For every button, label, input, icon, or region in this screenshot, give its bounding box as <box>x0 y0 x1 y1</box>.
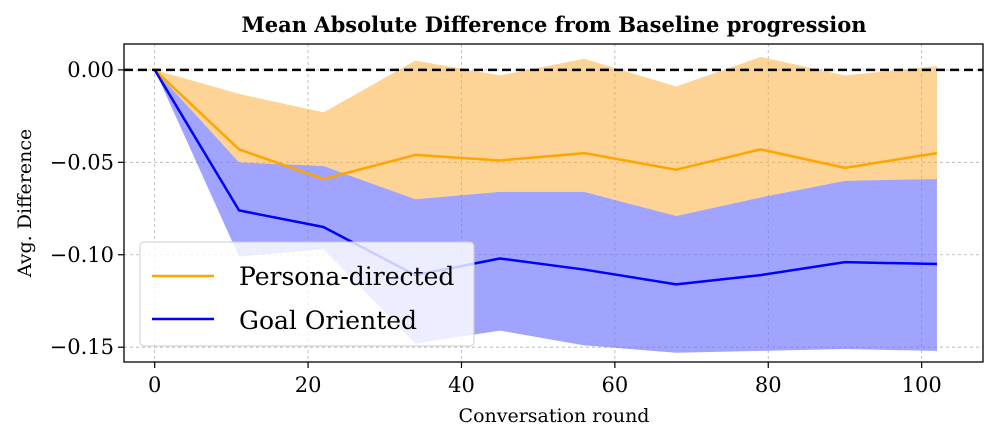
x-axis-ticks: 0 20 40 60 80 100 <box>148 362 942 397</box>
chart-title: Mean Absolute Difference from Baseline p… <box>242 12 867 37</box>
band-persona-directed <box>154 56 937 216</box>
legend-label-persona-directed: Persona-directed <box>239 262 454 291</box>
confidence-bands <box>154 56 937 353</box>
x-axis-label: Conversation round <box>459 405 650 427</box>
legend-box <box>139 241 475 347</box>
legend-label-goal-oriented: Goal Oriented <box>239 306 417 335</box>
x-tick-label-5: 100 <box>902 373 942 397</box>
band-goal-oriented <box>154 69 937 353</box>
x-tick-label-3: 60 <box>601 373 628 397</box>
y-tick-label-0: 0.00 <box>67 58 114 82</box>
y-tick-label-3: −0.15 <box>50 335 114 359</box>
legend: Persona-directed Goal Oriented <box>139 241 475 347</box>
y-tick-label-2: −0.10 <box>50 243 114 267</box>
x-tick-label-2: 40 <box>448 373 475 397</box>
plot-frame <box>123 43 984 363</box>
y-axis-label: Avg. Difference <box>14 129 36 278</box>
y-tick-label-1: −0.05 <box>50 150 114 174</box>
x-tick-label-1: 20 <box>295 373 322 397</box>
line-persona-directed <box>153 68 938 181</box>
series-lines <box>153 68 938 286</box>
line-goal-oriented <box>153 69 938 286</box>
x-tick-label-4: 80 <box>755 373 782 397</box>
x-tick-label-0: 0 <box>148 373 161 397</box>
y-axis-ticks: 0.00 −0.05 −0.10 −0.15 <box>50 58 124 359</box>
